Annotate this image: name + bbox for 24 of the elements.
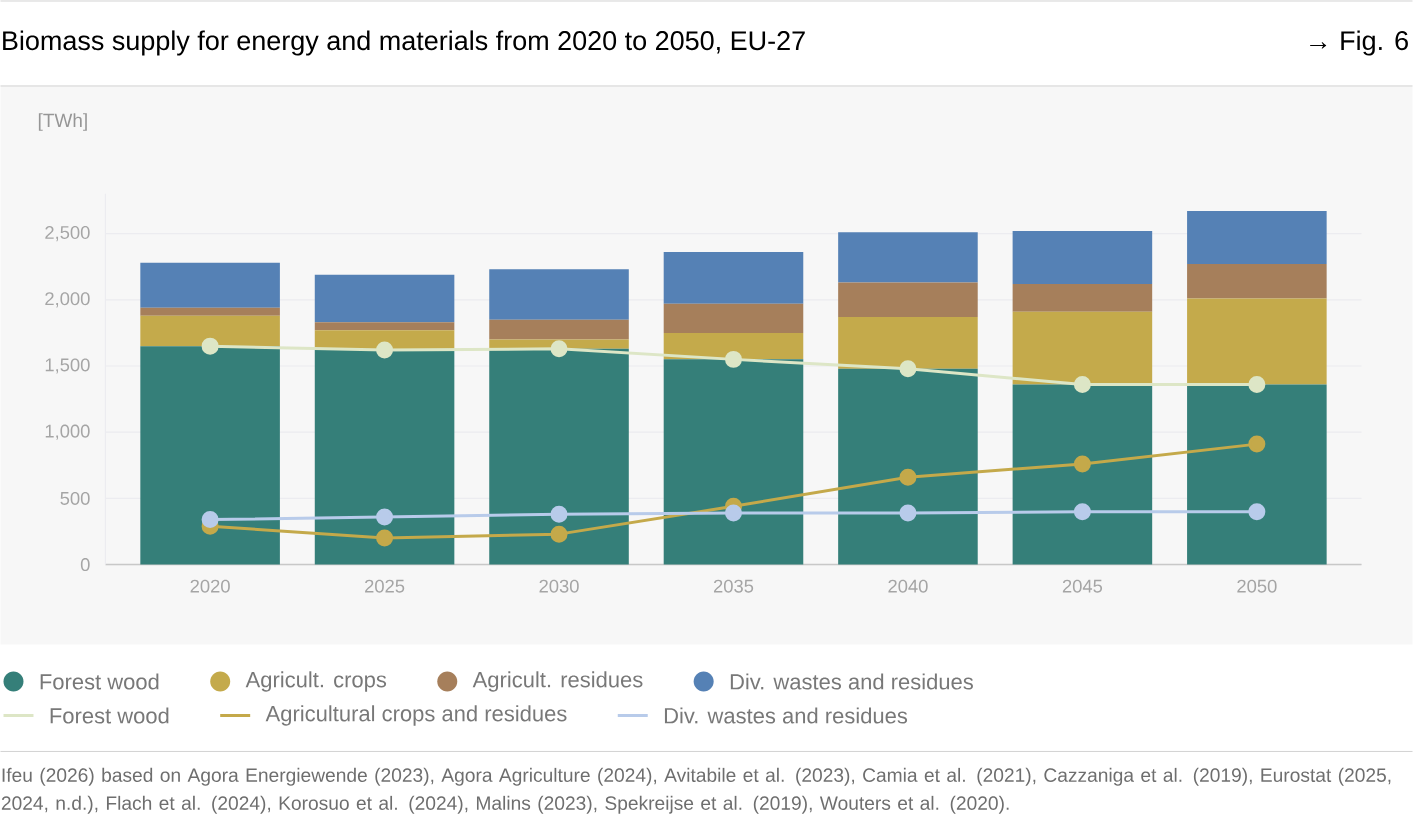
y-tick-label: 0 [80, 557, 90, 571]
chart-title: Biomass supply for energy and materials from 2020 to 2050, EU-27 [3, 30, 805, 56]
legend-label: Forest wood [40, 673, 159, 690]
x-tick-label: 2045 [1062, 579, 1103, 593]
y-tick-label: 2,500 [45, 225, 90, 241]
legend-label: Div. wastes and residues [664, 707, 908, 724]
y-tick-label: 2,000 [45, 291, 90, 308]
legend-label: Agricult. crops [245, 671, 387, 692]
x-tick-label: 2040 [888, 579, 928, 593]
legend-label: Agricultural crops and residues [265, 705, 567, 726]
legend-label: Forest wood [50, 707, 169, 724]
y-tick-label: 1,000 [45, 424, 90, 440]
y-tick-label: 500 [60, 491, 90, 505]
y-axis-title: [TWh] [38, 112, 87, 131]
x-tick-label: 2025 [365, 579, 405, 593]
legend-label: Agricult. residues [472, 671, 643, 692]
y-tick-label: 1,500 [45, 358, 90, 374]
x-tick-label: 2035 [713, 579, 754, 593]
text: → Fig. 6 [1310, 30, 1408, 56]
x-tick-label: 2030 [539, 579, 579, 593]
x-tick-label: 2050 [1237, 579, 1277, 593]
x-tick-label: 2020 [190, 579, 230, 593]
legend-label: Div. wastes and residues [730, 673, 973, 690]
text: Ifeu (2026) based on Agora Energiewende (2023), Agora Agriculture (2024), Avitabile et al. (2023), Camia et al. (2021), Cazzaniga et al. (2019), Eurostat (2025, 2024, n.d.), Flach et al. (2024), Korosuo et al. (2024), Malins (2023), Spekreijse et al. (2019), Wouters et al. (2020). [1, 767, 1391, 814]
